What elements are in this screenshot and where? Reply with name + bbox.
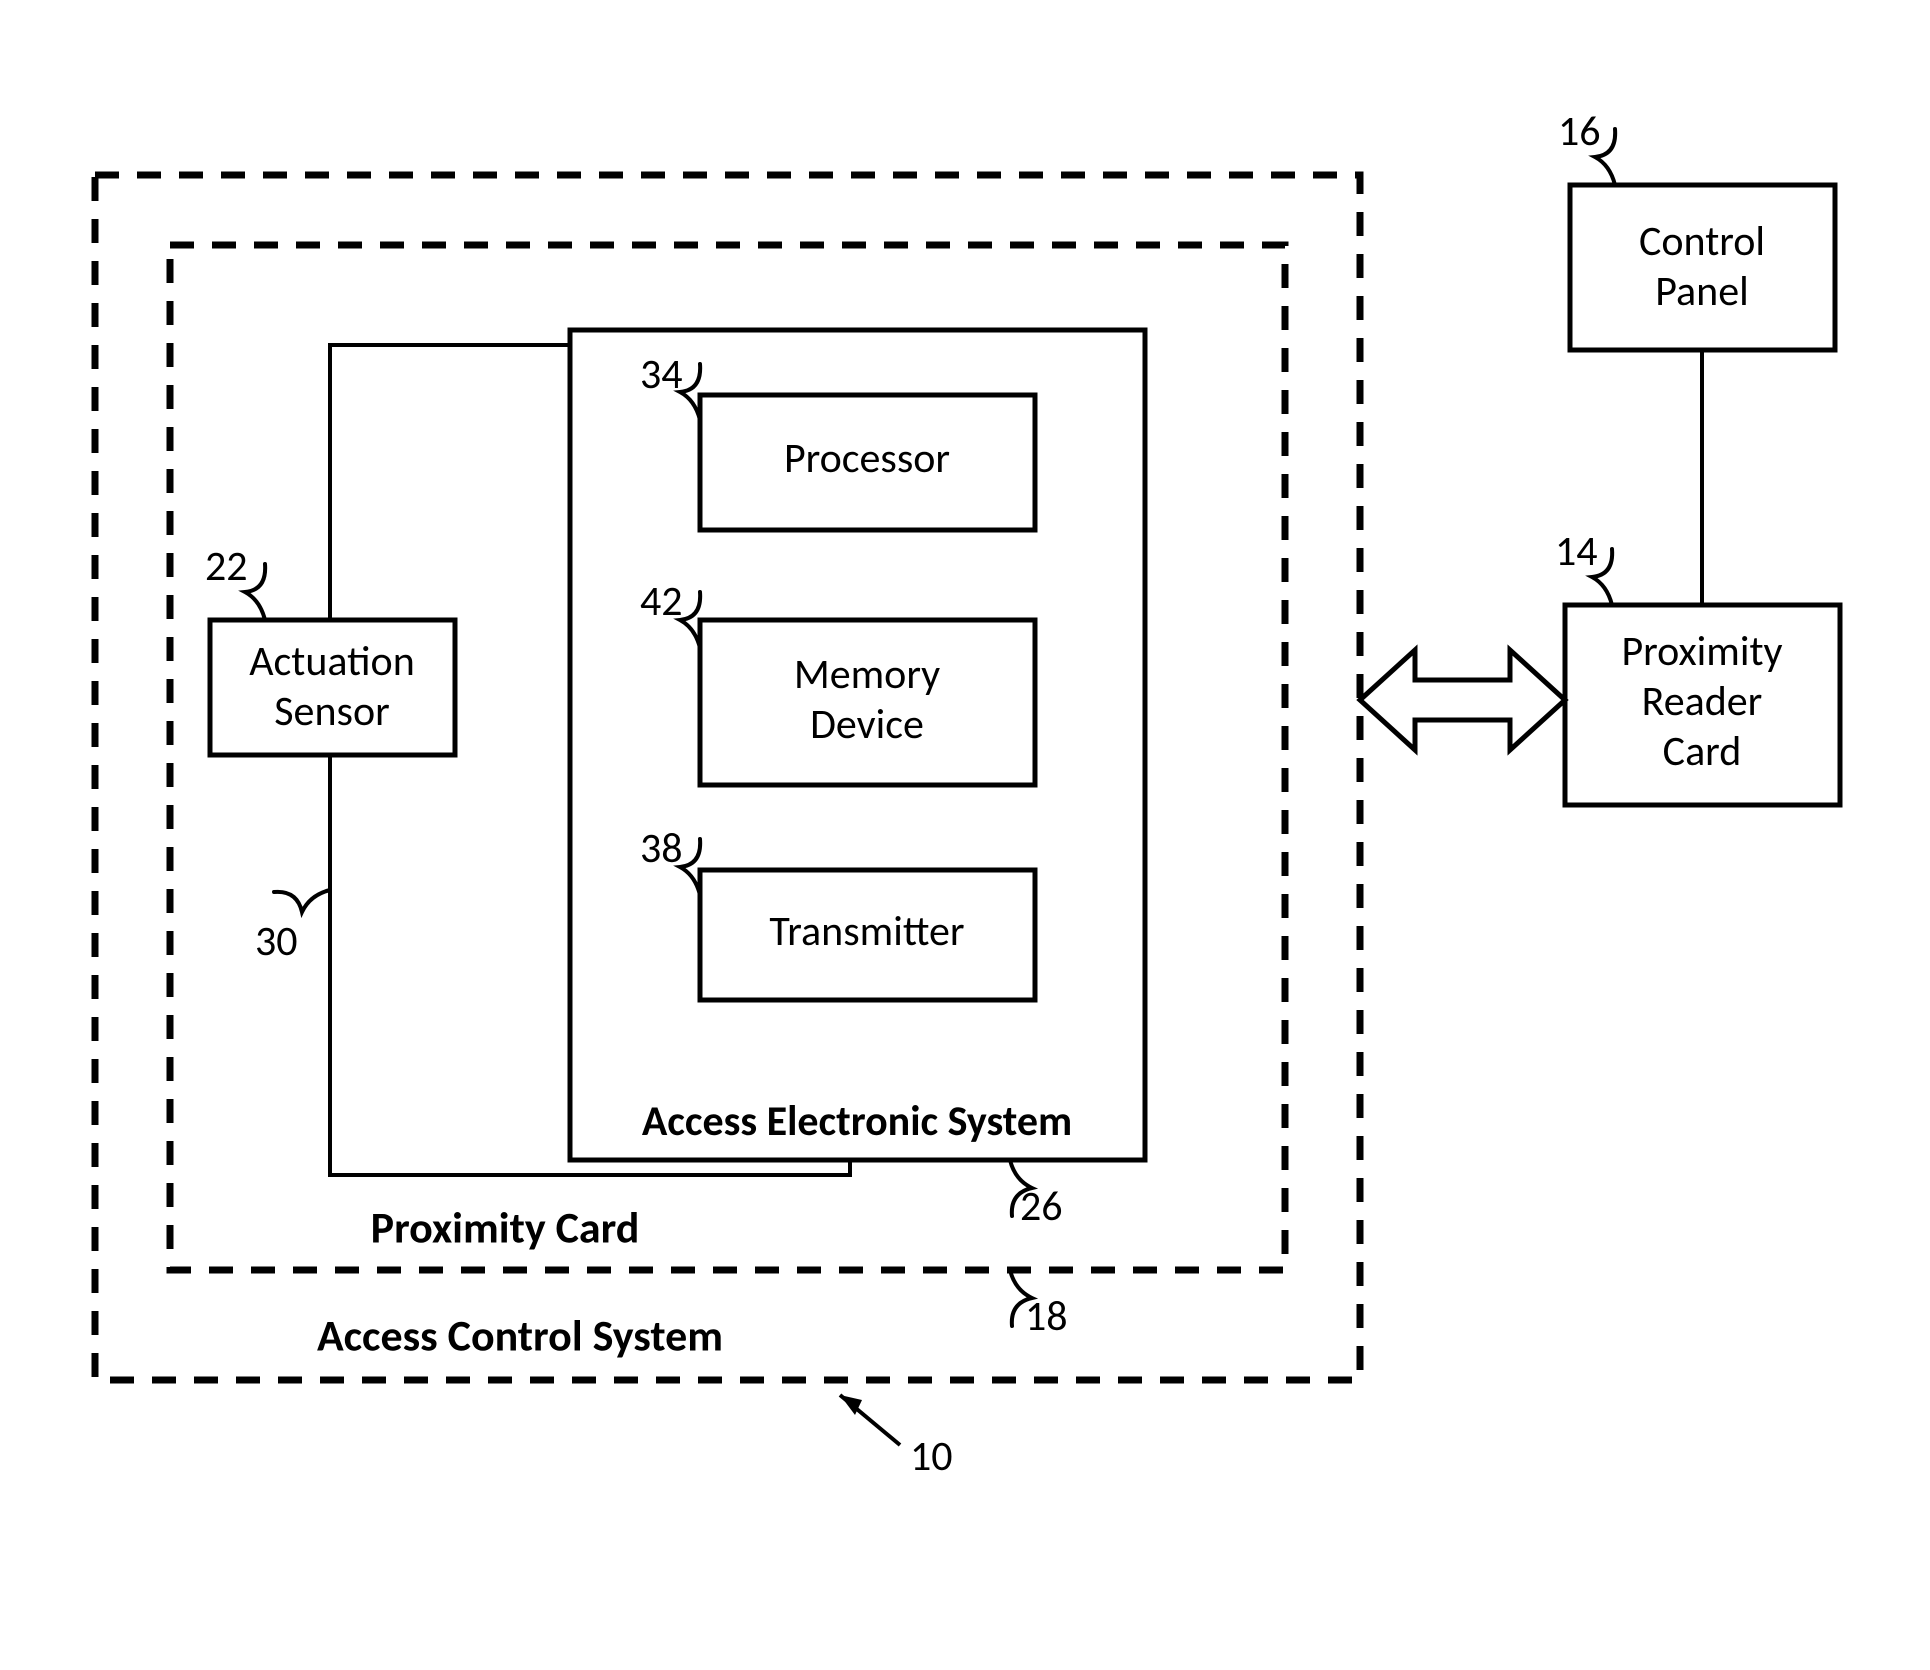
access-control-system-label: Access Control System [317,1309,723,1363]
ref-42: 42 [640,576,683,627]
proximity-card-label: Proximity Card [371,1201,640,1255]
ref-30: 30 [255,916,298,967]
actuation-sensor-label-1: Actuation [249,636,415,687]
ref-10: 10 [910,1431,953,1482]
control-panel-label-1: Control [1639,216,1765,267]
transmitter-label: Transmitter [769,906,964,957]
ref-10-pointer [840,1395,900,1445]
access-electronic-system-label: Access Electronic System [642,1096,1072,1147]
memory-device-label-2: Device [810,699,924,750]
actuation-sensor-label-2: Sensor [274,686,389,737]
ref-14: 14 [1555,526,1598,577]
ref-34: 34 [640,349,683,400]
ref-26: 26 [1020,1181,1063,1232]
proximity-reader-card-label-3: Card [1663,726,1742,777]
ref-16: 16 [1558,106,1601,157]
memory-device-label-1: Memory [794,649,940,700]
processor-label: Processor [784,433,950,484]
ref-hook-30 [274,890,330,912]
control-panel-label-2: Panel [1655,266,1749,317]
proximity-reader-card-label-2: Reader [1642,676,1763,727]
proximity-reader-card-label-1: Proximity [1621,626,1782,677]
ref-38: 38 [640,823,683,874]
ref-22: 22 [205,541,248,592]
ref-18: 18 [1025,1291,1068,1342]
bidirectional-arrow-icon [1360,650,1565,750]
ref-hook-22 [245,564,265,620]
